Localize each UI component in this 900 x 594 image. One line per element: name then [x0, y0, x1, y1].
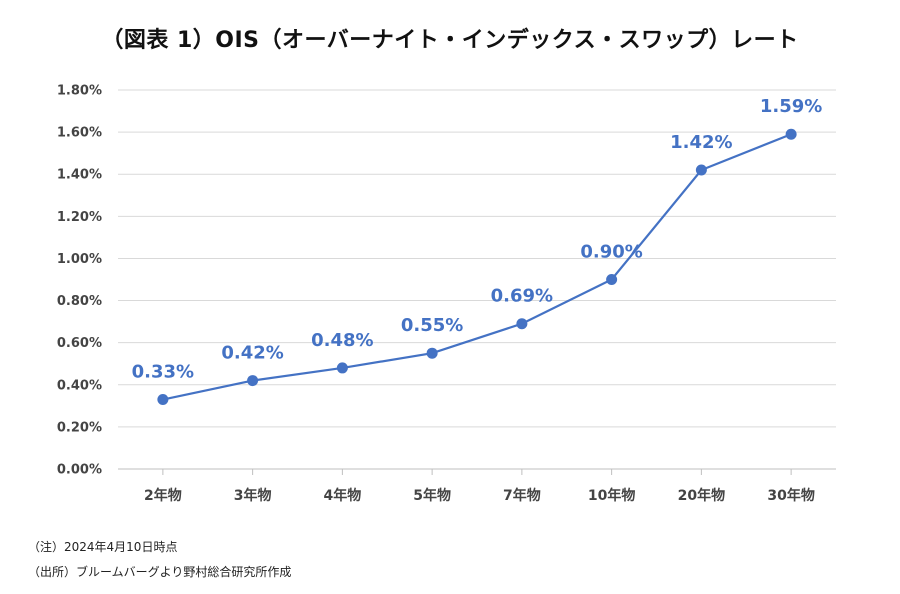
data-point	[785, 128, 797, 140]
x-axis-ticks: 2年物 3年物 4年物 5年物 7年物 10年物 20年物 30年物	[144, 469, 815, 504]
data-label: 0.42%	[221, 343, 283, 364]
series-line	[162, 133, 792, 401]
data-labels: 0.33% 0.42% 0.48% 0.55% 0.69% 0.90% 1.42% 1.59%	[132, 96, 823, 382]
y-tick-label: 0.40%	[57, 378, 102, 393]
data-label: 0.90%	[580, 242, 642, 263]
data-label: 1.42%	[670, 132, 732, 153]
y-tick-label: 0.00%	[57, 463, 102, 478]
data-label: 1.59%	[760, 96, 822, 117]
y-tick-label: 1.20%	[57, 210, 102, 225]
data-points	[157, 128, 797, 406]
data-point	[157, 394, 169, 406]
data-label: 0.48%	[311, 330, 373, 351]
x-tick-label: 7年物	[503, 487, 541, 504]
y-tick-label: 1.60%	[57, 126, 102, 141]
x-tick-label: 4年物	[324, 487, 362, 504]
footnote-date: （注）2024年4月10日時点	[28, 540, 178, 554]
y-tick-label: 1.80%	[57, 84, 102, 99]
series-line-path	[162, 133, 792, 401]
y-tick-label: 1.00%	[57, 252, 102, 267]
data-point	[247, 375, 259, 387]
y-axis-ticks: 0.00% 0.20% 0.40% 0.60% 0.80% 1.00% 1.20% 1.40%…	[57, 84, 102, 478]
chart-title: （図表 1）OIS（オーバーナイト・インデックス・スワップ）レート	[101, 28, 799, 53]
data-point	[426, 347, 438, 359]
x-tick-label: 3年物	[234, 487, 272, 504]
data-point	[516, 318, 528, 330]
footnote-source: （出所）ブルームバーグより野村総合研究所作成	[28, 565, 292, 579]
y-tick-label: 0.80%	[57, 294, 102, 309]
data-label: 0.33%	[132, 362, 194, 383]
data-point	[606, 274, 618, 285]
x-tick-label: 30年物	[767, 487, 814, 504]
x-tick-label: 10年物	[588, 487, 635, 504]
y-tick-label: 1.40%	[57, 168, 102, 183]
data-label: 0.69%	[491, 286, 553, 307]
x-tick-label: 20年物	[678, 487, 725, 504]
data-point	[695, 164, 707, 176]
x-tick-label: 5年物	[413, 487, 451, 504]
x-tick-label: 2年物	[144, 487, 182, 504]
y-tick-label: 0.20%	[57, 420, 102, 435]
y-tick-label: 0.60%	[57, 336, 102, 351]
data-label: 0.55%	[401, 315, 463, 336]
data-point	[336, 362, 348, 374]
